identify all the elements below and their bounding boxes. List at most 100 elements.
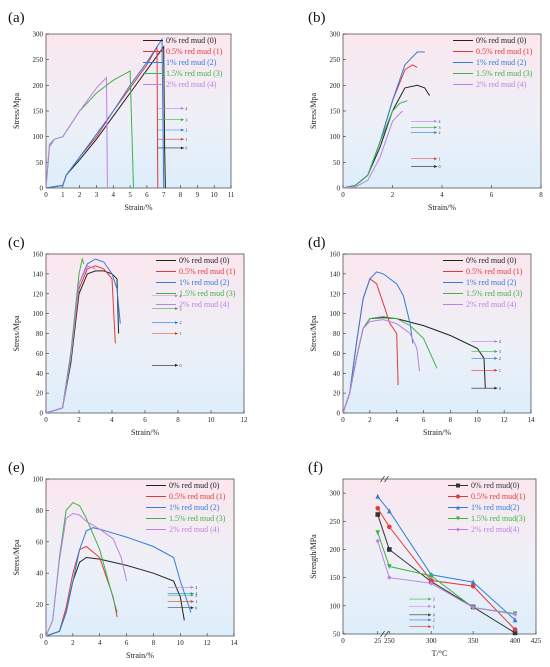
y-tick-label: 250	[330, 56, 341, 64]
legend-entry: 0.5% red mud (1)	[166, 47, 223, 56]
curve-tag-arrow	[494, 386, 498, 390]
x-tick-label: 14	[231, 639, 239, 647]
y-tick-label: 60	[333, 350, 341, 358]
legend-entry: 0% red mud (0)	[476, 36, 527, 45]
x-tick-label: 14	[528, 416, 536, 424]
x-tick-label: 1	[61, 191, 65, 199]
y-axis-label: Stress/Mpa	[309, 315, 318, 351]
x-axis-label: Strain/%	[131, 428, 159, 437]
y-tick-label: 150	[330, 108, 341, 116]
y-tick-label: 140	[33, 270, 44, 278]
legend-entry: 2% red mud(4)	[471, 525, 520, 534]
y-tick-label: 200	[330, 82, 341, 90]
legend-entry: 2% red mud (4)	[476, 80, 527, 89]
curve-tag-arrow	[180, 118, 184, 122]
y-tick-label: 100	[33, 133, 44, 141]
y-tick-label: 200	[33, 82, 44, 90]
x-tick-label: 350	[468, 637, 479, 645]
curve-tag-label: 3	[180, 306, 182, 311]
curve-tag-arrow	[494, 356, 498, 360]
legend-entry: 2% red mud (4)	[169, 525, 220, 534]
curve-tag-label: 4	[195, 585, 197, 590]
y-tick-label: 160	[33, 251, 44, 259]
curve-tag-label: 3	[433, 597, 435, 602]
series-line-3	[342, 100, 408, 189]
y-tick-label: 50	[333, 631, 341, 639]
legend-entry: 1.5% red mud(3)	[471, 514, 526, 523]
legend-marker	[456, 527, 460, 532]
x-tick-label: 6	[143, 416, 147, 424]
y-axis-label: Stress/Mpa	[12, 315, 21, 351]
x-tick-label: 10	[177, 639, 185, 647]
x-tick-label: 10	[474, 416, 482, 424]
curve-tag-label: 1	[180, 331, 182, 336]
y-tick-label: 0	[337, 185, 341, 193]
y-axis-label: Stress/Mpa	[12, 539, 21, 575]
curve-tag-arrow	[180, 128, 184, 132]
axis-break-mark	[384, 475, 389, 483]
data-point	[375, 506, 381, 511]
x-axis-label: Strain/%	[126, 651, 154, 660]
curve-tag-label: 1	[185, 137, 187, 142]
series-line-4	[45, 265, 96, 414]
legend-entry: 1.5% red mud (3)	[466, 289, 523, 298]
legend-entry: 1.5% red mud (3)	[166, 69, 223, 78]
data-point	[387, 564, 392, 570]
x-tick-label: 7	[162, 191, 166, 199]
y-tick-label: 40	[36, 570, 44, 578]
x-tick-label: 0	[341, 637, 345, 645]
legend-entry: 1% red mud (2)	[169, 503, 220, 512]
y-tick-label: 40	[333, 370, 341, 378]
curve-tag-arrow	[175, 307, 178, 311]
legend-entry: 0.5% red mud (1)	[476, 47, 533, 56]
panel-label: (b)	[308, 10, 326, 26]
legend-entry: 2% red mud (4)	[466, 300, 517, 309]
curve-tag-label: 2	[439, 130, 441, 135]
curve-tag-arrow	[190, 606, 194, 610]
panel-label: (f)	[308, 460, 323, 476]
y-tick-label: 100	[330, 310, 341, 318]
curve-tag-label: 0	[433, 612, 435, 617]
legend-entry: 1% red mud (2)	[166, 58, 217, 67]
plot-area	[45, 253, 245, 414]
data-point	[387, 547, 392, 552]
x-tick-label: 10	[211, 191, 219, 199]
y-tick-label: 100	[330, 602, 341, 610]
data-point	[470, 579, 476, 585]
x-tick-label: 0	[44, 191, 48, 199]
series-line-4	[45, 76, 108, 189]
y-tick-label: 100	[33, 476, 44, 484]
curve-tag-arrow	[434, 157, 438, 161]
y-tick-label: 60	[36, 350, 44, 358]
plot-area	[342, 253, 532, 414]
x-tick-label: 4	[110, 416, 114, 424]
panel-2: 0 50 100 150 200 250 300 0 2 4 6 8 Strain/% Stress/Mp…	[308, 10, 543, 212]
legend-marker	[456, 494, 460, 499]
x-tick-label: 4	[395, 416, 399, 424]
curve-tag-label: 0	[439, 164, 441, 169]
x-axis-label: T/°C	[432, 649, 448, 658]
y-tick-label: 300	[330, 490, 341, 498]
y-axis-label: Stress/Mpa	[309, 93, 318, 129]
plot-area	[342, 478, 537, 635]
curve-tag-arrow	[428, 597, 432, 601]
legend-entry: 1.5% red mud (3)	[179, 289, 236, 298]
x-tick-label: 0	[44, 639, 48, 647]
legend-entry: 1.5% red mud (3)	[476, 69, 533, 78]
curve-tag-label: 0	[195, 605, 197, 610]
curve-tag-label: 0	[499, 386, 501, 391]
y-tick-label: 80	[333, 330, 341, 338]
x-tick-label: 4	[440, 191, 444, 199]
y-tick-label: 120	[330, 290, 341, 298]
y-tick-label: 20	[333, 390, 341, 398]
curve-tag-label: 1	[439, 156, 441, 161]
x-tick-label: 6	[490, 191, 494, 199]
data-point	[512, 627, 518, 632]
x-tick-label: 6	[145, 191, 149, 199]
x-axis-label: Strain/%	[423, 428, 451, 437]
curve-tag-arrow	[175, 363, 178, 367]
legend-entry: 1% red mud (2)	[179, 278, 230, 287]
y-tick-label: 100	[33, 310, 44, 318]
